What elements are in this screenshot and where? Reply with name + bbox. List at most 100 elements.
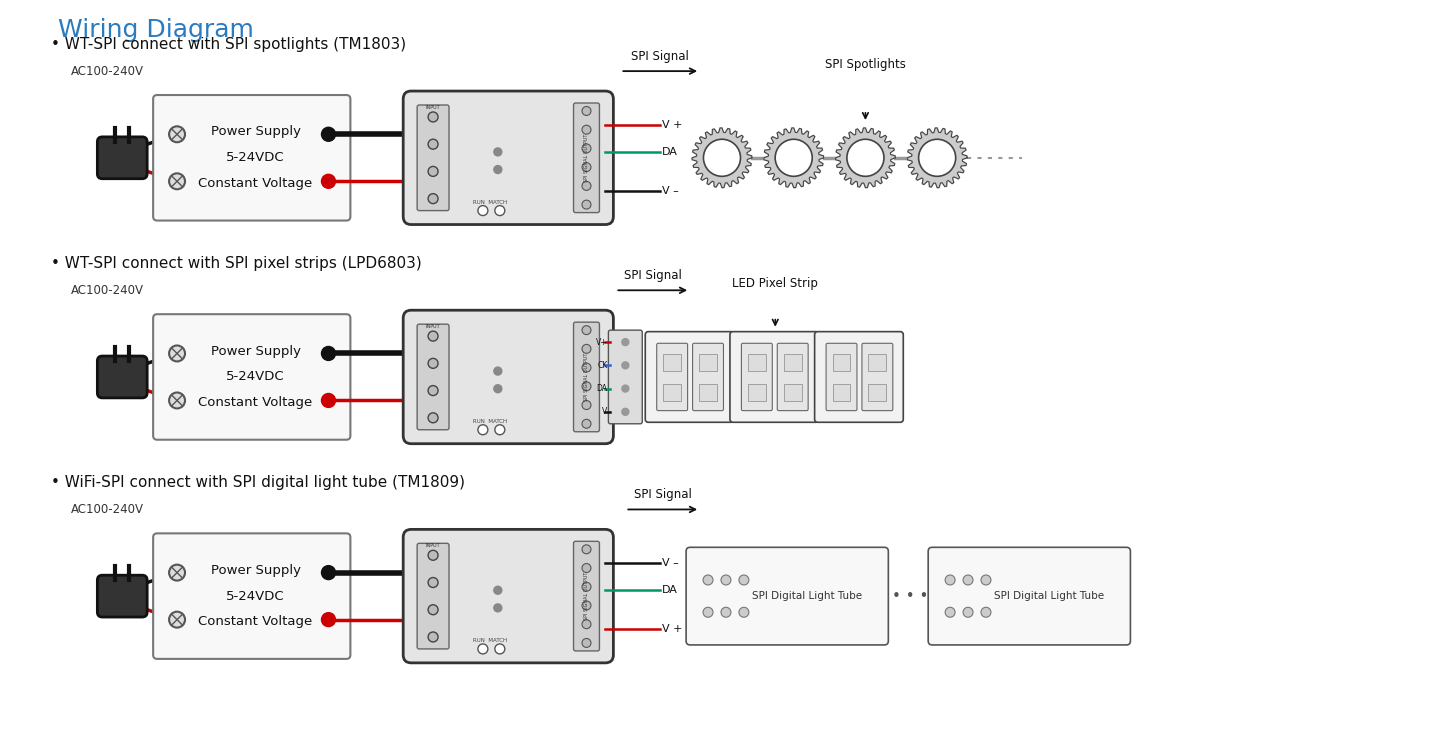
Text: V: V [602, 407, 607, 417]
Circle shape [322, 174, 335, 188]
Circle shape [428, 578, 438, 588]
Circle shape [428, 632, 438, 642]
Circle shape [582, 638, 591, 647]
FancyBboxPatch shape [685, 548, 889, 645]
Circle shape [622, 385, 628, 392]
Circle shape [169, 564, 185, 580]
Text: Constant Voltage: Constant Voltage [199, 177, 313, 190]
Circle shape [428, 550, 438, 560]
Text: • • •: • • • [892, 589, 929, 604]
Circle shape [582, 106, 591, 116]
FancyBboxPatch shape [404, 310, 614, 444]
Circle shape [582, 620, 591, 629]
Text: V +: V + [663, 120, 683, 130]
Text: V+: V+ [595, 337, 607, 346]
Text: SPI SIGNAL OUTPUT: SPI SIGNAL OUTPUT [584, 134, 590, 182]
Bar [663, 384, 681, 400]
Circle shape [322, 613, 335, 627]
Text: 5-24VDC: 5-24VDC [226, 370, 285, 384]
Bar [784, 384, 801, 400]
Circle shape [322, 566, 335, 580]
Circle shape [582, 363, 591, 372]
Circle shape [847, 139, 884, 176]
FancyBboxPatch shape [404, 529, 614, 663]
Circle shape [478, 425, 488, 435]
Text: AC100-240V: AC100-240V [70, 64, 143, 78]
Bar [784, 354, 801, 371]
FancyBboxPatch shape [404, 91, 614, 225]
Text: INPUT: INPUT [426, 543, 441, 548]
Circle shape [582, 125, 591, 134]
Circle shape [703, 575, 713, 585]
Circle shape [703, 608, 713, 617]
Text: DA: DA [663, 586, 678, 595]
Circle shape [582, 545, 591, 554]
Text: SPI Signal: SPI Signal [634, 488, 691, 501]
Polygon shape [836, 128, 896, 187]
Circle shape [944, 575, 954, 585]
Circle shape [428, 331, 438, 341]
Circle shape [428, 194, 438, 203]
Text: SPI Spotlights: SPI Spotlights [826, 58, 906, 71]
Circle shape [622, 362, 628, 369]
Circle shape [582, 200, 591, 209]
Bar [748, 354, 766, 371]
Circle shape [582, 601, 591, 610]
Circle shape [478, 206, 488, 215]
FancyBboxPatch shape [418, 105, 449, 211]
Circle shape [495, 644, 505, 654]
Circle shape [169, 612, 185, 627]
Circle shape [582, 326, 591, 335]
FancyBboxPatch shape [826, 343, 857, 411]
FancyBboxPatch shape [97, 137, 147, 179]
Bar [748, 384, 766, 400]
FancyBboxPatch shape [97, 575, 147, 617]
Text: CK: CK [597, 361, 607, 370]
Circle shape [582, 344, 591, 354]
Circle shape [582, 382, 591, 391]
Circle shape [169, 173, 185, 190]
FancyBboxPatch shape [657, 343, 688, 411]
Text: V –: V – [663, 559, 678, 568]
FancyBboxPatch shape [574, 322, 600, 432]
Text: 5-24VDC: 5-24VDC [226, 152, 285, 164]
Bar [833, 384, 850, 400]
FancyBboxPatch shape [153, 95, 351, 220]
FancyBboxPatch shape [418, 543, 449, 649]
Text: RUN  MATCH: RUN MATCH [472, 200, 507, 205]
Circle shape [428, 413, 438, 423]
Text: V +: V + [663, 624, 683, 634]
Circle shape [322, 127, 335, 141]
Circle shape [478, 644, 488, 654]
Circle shape [982, 575, 990, 585]
Circle shape [963, 575, 973, 585]
Circle shape [582, 582, 591, 591]
Text: INPUT: INPUT [426, 324, 441, 329]
Text: Power Supply: Power Supply [210, 345, 301, 358]
Text: SPI Signal: SPI Signal [624, 269, 681, 283]
Circle shape [738, 608, 748, 617]
Bar [869, 384, 886, 400]
Circle shape [169, 127, 185, 142]
FancyBboxPatch shape [693, 343, 724, 411]
Text: SPI Signal: SPI Signal [631, 51, 690, 63]
Circle shape [738, 575, 748, 585]
Circle shape [494, 148, 502, 156]
FancyBboxPatch shape [814, 332, 903, 422]
Polygon shape [693, 128, 751, 187]
Bar [700, 384, 717, 400]
Circle shape [963, 608, 973, 617]
FancyBboxPatch shape [730, 332, 819, 422]
FancyBboxPatch shape [153, 534, 351, 659]
Text: Power Supply: Power Supply [210, 564, 301, 577]
Text: DA: DA [597, 384, 607, 393]
Text: 5-24VDC: 5-24VDC [226, 589, 285, 602]
Text: • WT-SPI connect with SPI pixel strips (LPD6803): • WT-SPI connect with SPI pixel strips (… [50, 256, 421, 271]
Circle shape [622, 339, 628, 346]
Circle shape [494, 385, 502, 392]
Circle shape [704, 139, 740, 176]
Circle shape [582, 400, 591, 409]
Text: AC100-240V: AC100-240V [70, 503, 143, 516]
Circle shape [582, 564, 591, 572]
Circle shape [428, 139, 438, 149]
